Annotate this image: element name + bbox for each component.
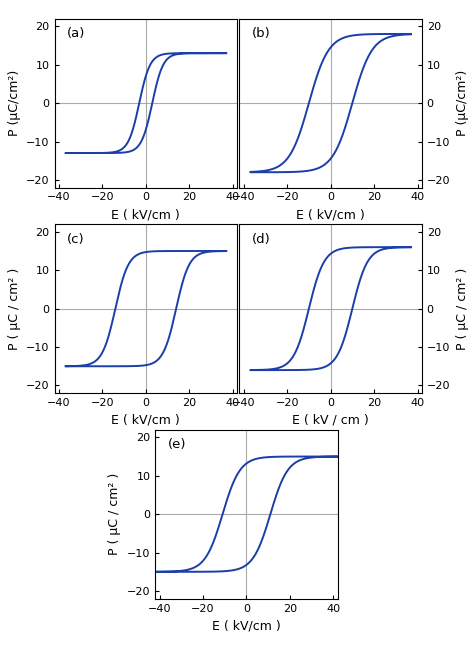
Text: (b): (b) — [252, 27, 271, 40]
X-axis label: E ( kV/cm ): E ( kV/cm ) — [111, 414, 180, 426]
Text: (d): (d) — [252, 233, 271, 245]
Y-axis label: P ( μC / cm² ): P ( μC / cm² ) — [8, 267, 20, 350]
Y-axis label: P (μC/cm²): P (μC/cm²) — [456, 70, 469, 136]
Text: (c): (c) — [67, 233, 85, 245]
Y-axis label: P ( μC / cm² ): P ( μC / cm² ) — [456, 267, 469, 350]
X-axis label: E ( kV/cm ): E ( kV/cm ) — [111, 208, 180, 221]
X-axis label: E ( kV/cm ): E ( kV/cm ) — [212, 619, 281, 632]
Text: (e): (e) — [168, 438, 186, 451]
Y-axis label: P (μC/cm²): P (μC/cm²) — [8, 70, 20, 136]
Y-axis label: P ( μC / cm² ): P ( μC / cm² ) — [109, 473, 121, 556]
X-axis label: E ( kV / cm ): E ( kV / cm ) — [292, 414, 369, 426]
Text: (a): (a) — [67, 27, 86, 40]
X-axis label: E ( kV/cm ): E ( kV/cm ) — [296, 208, 365, 221]
